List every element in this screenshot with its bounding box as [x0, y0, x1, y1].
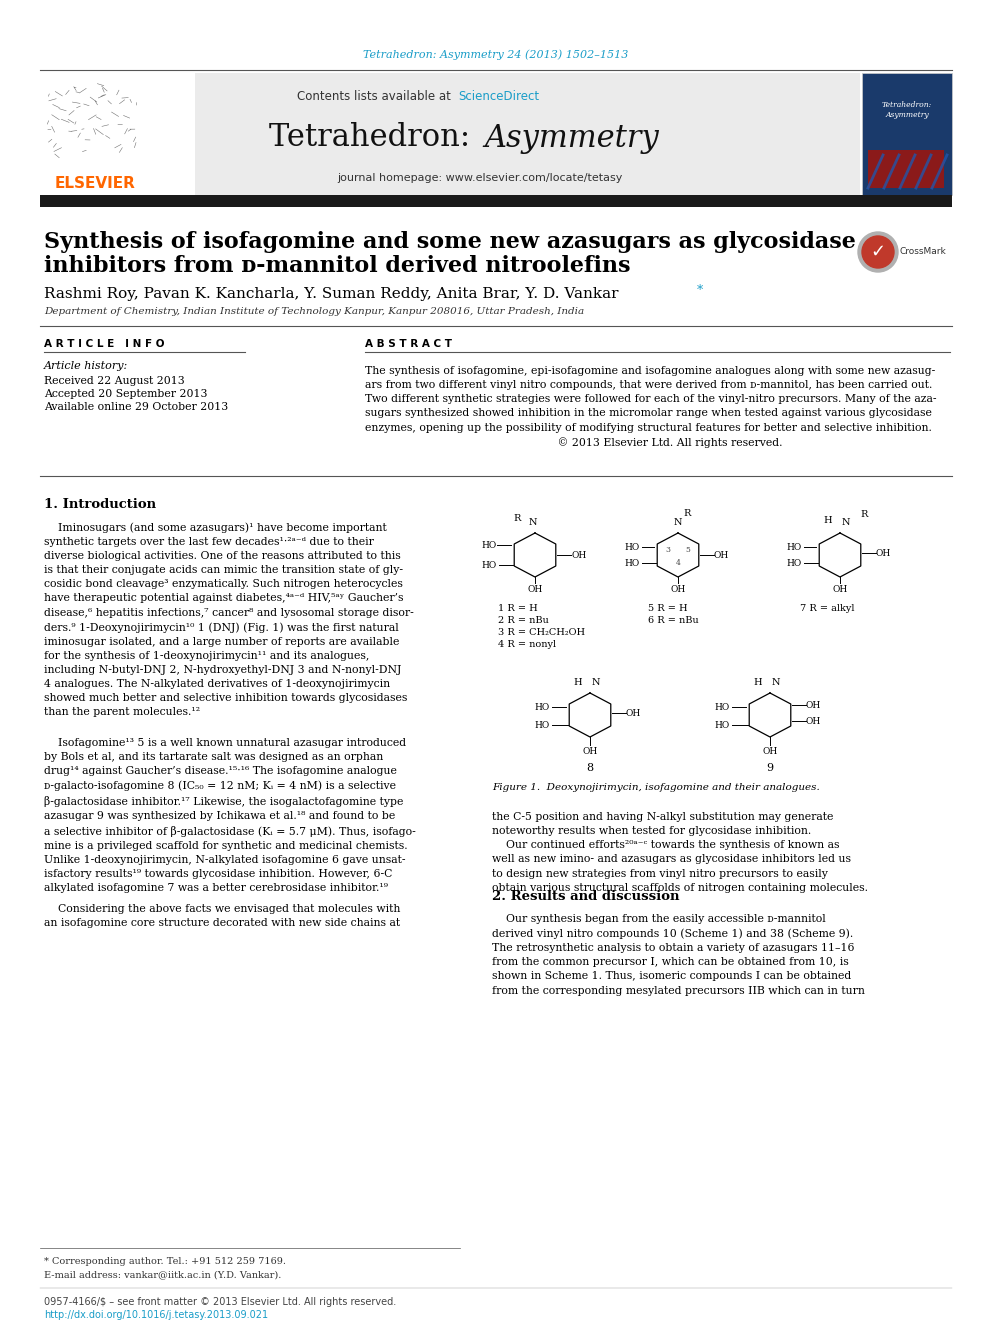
Text: journal homepage: www.elsevier.com/locate/tetasy: journal homepage: www.elsevier.com/locat…	[337, 173, 623, 183]
Text: *: *	[697, 284, 703, 298]
Text: Iminosugars (and some azasugars)¹ have become important
synthetic targets over t: Iminosugars (and some azasugars)¹ have b…	[44, 523, 414, 717]
Text: N: N	[592, 677, 600, 687]
Text: ScienceDirect: ScienceDirect	[458, 90, 539, 103]
Circle shape	[862, 235, 894, 269]
Text: R: R	[683, 509, 690, 519]
Text: 3 R = CH₂CH₂OH: 3 R = CH₂CH₂OH	[498, 628, 585, 636]
Text: Tetrahedron:: Tetrahedron:	[269, 123, 480, 153]
Text: the C-5 position and having N-alkyl substitution may generate
noteworthy results: the C-5 position and having N-alkyl subs…	[492, 812, 868, 893]
Text: OH: OH	[806, 717, 821, 725]
Text: N: N	[842, 519, 850, 527]
FancyBboxPatch shape	[40, 73, 860, 194]
Text: R: R	[514, 515, 521, 523]
Text: Figure 1.  Deoxynojirimycin, isofagomine and their analogues.: Figure 1. Deoxynojirimycin, isofagomine …	[492, 783, 819, 792]
Text: OH: OH	[832, 585, 847, 594]
Text: Contents lists available at: Contents lists available at	[298, 90, 455, 103]
Text: 0957-4166/$ – see front matter © 2013 Elsevier Ltd. All rights reserved.: 0957-4166/$ – see front matter © 2013 El…	[44, 1297, 396, 1307]
Text: HO: HO	[482, 561, 497, 569]
Text: E-mail address: vankar@iitk.ac.in (Y.D. Vankar).: E-mail address: vankar@iitk.ac.in (Y.D. …	[44, 1270, 282, 1279]
Text: HO: HO	[625, 558, 640, 568]
Text: 9: 9	[767, 763, 774, 773]
Text: H: H	[823, 516, 832, 525]
Text: 5 R = H: 5 R = H	[648, 605, 687, 613]
Text: A B S T R A C T: A B S T R A C T	[365, 339, 452, 349]
Text: A R T I C L E   I N F O: A R T I C L E I N F O	[44, 339, 165, 349]
Text: 8: 8	[586, 763, 593, 773]
FancyBboxPatch shape	[40, 194, 952, 206]
Text: CrossMark: CrossMark	[900, 247, 946, 257]
Text: HO: HO	[625, 542, 640, 552]
Text: OH: OH	[571, 550, 586, 560]
Text: N: N	[674, 519, 682, 527]
Text: N: N	[772, 677, 781, 687]
Text: 6 R = nBu: 6 R = nBu	[648, 617, 698, 624]
Text: Article history:: Article history:	[44, 361, 128, 370]
Text: OH: OH	[763, 747, 778, 755]
Text: HO: HO	[482, 541, 497, 549]
Text: Considering the above facts we envisaged that molecules with
an isofagomine core: Considering the above facts we envisaged…	[44, 904, 401, 929]
Text: 3: 3	[666, 546, 671, 554]
Text: H: H	[573, 677, 582, 687]
Text: Department of Chemistry, Indian Institute of Technology Kanpur, Kanpur 208016, U: Department of Chemistry, Indian Institut…	[44, 307, 584, 316]
Text: R: R	[860, 509, 867, 519]
Text: OH: OH	[806, 700, 821, 709]
Circle shape	[858, 232, 898, 273]
FancyBboxPatch shape	[868, 149, 944, 188]
Text: H: H	[753, 677, 762, 687]
Text: Tetrahedron: Asymmetry 24 (2013) 1502–1513: Tetrahedron: Asymmetry 24 (2013) 1502–15…	[363, 50, 629, 61]
Text: Synthesis of isofagomine and some new azasugars as glycosidase: Synthesis of isofagomine and some new az…	[44, 232, 856, 253]
Text: Available online 29 October 2013: Available online 29 October 2013	[44, 402, 228, 411]
Text: Our synthesis began from the easily accessible ᴅ-mannitol
derived vinyl nitro co: Our synthesis began from the easily acce…	[492, 914, 865, 996]
Text: ELSEVIER: ELSEVIER	[55, 176, 136, 191]
Text: The synthesis of isofagomine, epi-isofagomine and isofagomine analogues along wi: The synthesis of isofagomine, epi-isofag…	[365, 366, 936, 448]
Text: OH: OH	[626, 709, 641, 717]
FancyBboxPatch shape	[862, 73, 952, 194]
Text: Tetrahedron:
Asymmetry: Tetrahedron: Asymmetry	[882, 102, 932, 119]
Text: http://dx.doi.org/10.1016/j.tetasy.2013.09.021: http://dx.doi.org/10.1016/j.tetasy.2013.…	[44, 1310, 268, 1320]
Text: 4: 4	[676, 560, 681, 568]
Text: OH: OH	[671, 585, 685, 594]
Text: N: N	[529, 519, 538, 527]
Text: * Corresponding author. Tel.: +91 512 259 7169.: * Corresponding author. Tel.: +91 512 25…	[44, 1257, 286, 1266]
Text: OH: OH	[714, 550, 729, 560]
Text: 5: 5	[685, 546, 690, 554]
Text: Received 22 August 2013: Received 22 August 2013	[44, 376, 185, 386]
Text: HO: HO	[715, 721, 730, 729]
Text: 4 R = nonyl: 4 R = nonyl	[498, 640, 557, 650]
Text: ✓: ✓	[870, 243, 886, 261]
Text: 1. Introduction: 1. Introduction	[44, 497, 156, 511]
Text: 7 R = alkyl: 7 R = alkyl	[800, 605, 854, 613]
FancyBboxPatch shape	[40, 73, 195, 194]
Text: Isofagomine¹³ 5 is a well known unnatural azasugar introduced
by Bols et al, and: Isofagomine¹³ 5 is a well known unnatura…	[44, 738, 416, 893]
Text: HO: HO	[787, 542, 802, 552]
Text: OH: OH	[876, 549, 891, 557]
Text: HO: HO	[787, 558, 802, 568]
Text: HO: HO	[715, 703, 730, 712]
Text: Accepted 20 September 2013: Accepted 20 September 2013	[44, 389, 207, 400]
Text: OH: OH	[582, 747, 597, 755]
Text: 2 R = nBu: 2 R = nBu	[498, 617, 549, 624]
Text: 1 R = H: 1 R = H	[498, 605, 538, 613]
Text: 2. Results and discussion: 2. Results and discussion	[492, 889, 680, 902]
Text: Asymmetry: Asymmetry	[484, 123, 659, 153]
Text: Rashmi Roy, Pavan K. Kancharla, Y. Suman Reddy, Anita Brar, Y. D. Vankar: Rashmi Roy, Pavan K. Kancharla, Y. Suman…	[44, 287, 618, 302]
Text: OH: OH	[528, 585, 543, 594]
Text: HO: HO	[535, 703, 550, 712]
Text: HO: HO	[535, 721, 550, 729]
Text: inhibitors from ᴅ-mannitol derived nitroolefins: inhibitors from ᴅ-mannitol derived nitro…	[44, 255, 631, 277]
